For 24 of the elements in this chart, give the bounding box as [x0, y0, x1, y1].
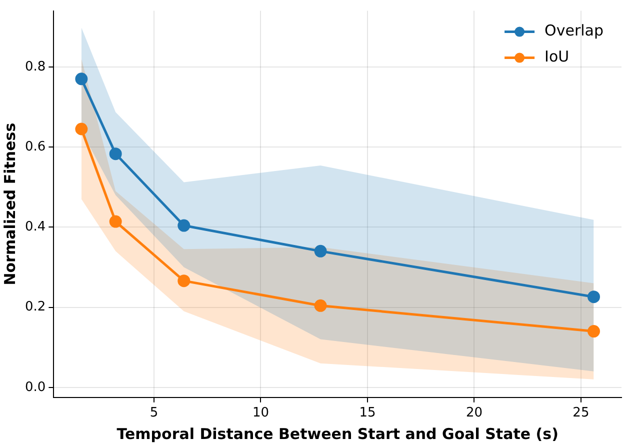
y-tick-label: 0.6 [24, 139, 46, 154]
y-tick-label: 0.8 [24, 59, 46, 74]
point [109, 148, 122, 160]
y-axis-title: Normalized Fitness [0, 122, 19, 286]
x-tick-label: 10 [252, 406, 270, 421]
x-tick-label: 20 [466, 406, 482, 421]
legend-label: IoU [544, 48, 570, 66]
legend-label: Overlap [544, 22, 604, 40]
point [75, 122, 88, 136]
point [75, 72, 88, 86]
point [178, 274, 190, 288]
x-tick-label: 15 [359, 406, 376, 421]
x-tick-label: 5 [150, 406, 158, 421]
y-tick-label: 0.0 [24, 380, 46, 395]
point [314, 299, 327, 312]
x-tick-label: 25 [572, 406, 590, 421]
y-tick-label: 0.4 [24, 220, 46, 235]
x-axis-title: Temporal Distance Between Start and Goal State (s) [116, 424, 558, 443]
point [314, 244, 327, 258]
point [588, 325, 600, 338]
y-tick-label: 0.2 [24, 300, 46, 315]
point [178, 219, 190, 232]
point [588, 290, 600, 304]
point [109, 215, 122, 228]
